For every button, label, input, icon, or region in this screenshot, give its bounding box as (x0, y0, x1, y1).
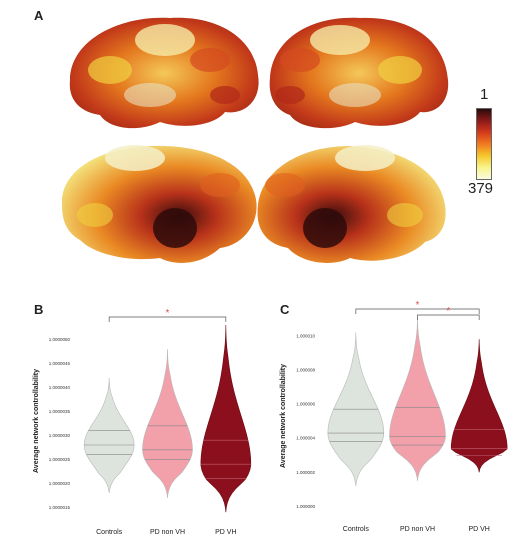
violin-pd-non-vh (389, 316, 446, 481)
y-tick-label: 1.000006 (296, 402, 315, 407)
significance-star: * (446, 306, 450, 317)
colorbar-bottom-label: 379 (468, 180, 494, 197)
x-category-label: Controls (96, 529, 123, 536)
violin-pd-vh (450, 339, 508, 473)
violin-pd-non-vh (142, 348, 193, 498)
x-category-label: Controls (343, 526, 370, 533)
brain-lateral-right (269, 17, 449, 129)
significance-star: * (416, 300, 420, 311)
y-axis-label: Average network controllability (280, 364, 287, 468)
panel-a-label: A (34, 8, 44, 23)
significance-star: * (166, 308, 170, 319)
violin-controls (83, 377, 135, 494)
violin-chart-c: Average network controllability 1.000000 1… (280, 300, 508, 533)
significance-bracket (108, 316, 227, 322)
brain-medial-right (257, 145, 446, 263)
panel-b-label: B (34, 302, 44, 317)
y-tick-label: 1.000000 (296, 504, 315, 509)
y-tick-label: 1.0000040 (49, 385, 71, 390)
x-category-label: PD VH (215, 529, 236, 536)
y-tick-label: 1.000010 (296, 333, 315, 338)
y-tick-label: 1.000008 (296, 367, 315, 372)
significance-bracket (355, 308, 480, 314)
significance-bracket (417, 314, 480, 320)
colorbar-gradient (476, 108, 492, 180)
y-tick-label: 1.0000025 (49, 457, 71, 462)
colorbar: 1 379 (468, 86, 518, 206)
x-category-label: PD VH (468, 526, 489, 533)
y-tick-label: 1.0000030 (49, 433, 71, 438)
y-tick-label: 1.0000050 (49, 337, 71, 342)
violin-pd-vh (200, 324, 252, 513)
y-tick-label: 1.0000020 (49, 481, 71, 486)
x-category-label: PD non VH (150, 529, 185, 536)
y-axis-label: Average network controllability (33, 369, 40, 473)
brain-lateral-left (69, 17, 259, 129)
colorbar-top-label: 1 (480, 86, 489, 103)
brain-surface-figure (61, 17, 449, 263)
y-tick-label: 1.0000015 (49, 505, 71, 510)
y-tick-label: 1.0000045 (49, 361, 71, 366)
y-tick-label: 1.0000035 (49, 409, 71, 414)
x-category-label: PD non VH (400, 526, 435, 533)
violin-chart-b: Average network controllability 1.0000015… (33, 308, 252, 536)
y-tick-label: 1.000004 (296, 436, 315, 441)
brain-medial-left (61, 145, 257, 263)
y-tick-label: 1.000002 (296, 470, 315, 475)
panel-c-label: C (280, 302, 290, 317)
